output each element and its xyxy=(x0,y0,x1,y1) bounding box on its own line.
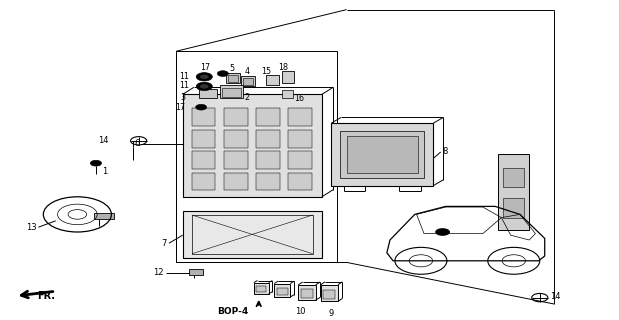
Bar xyxy=(277,288,288,295)
Bar xyxy=(256,108,280,126)
Bar xyxy=(288,130,312,148)
Circle shape xyxy=(196,82,212,91)
Text: 11: 11 xyxy=(179,81,189,90)
Text: 14: 14 xyxy=(98,136,108,145)
Bar xyxy=(340,131,424,178)
Bar xyxy=(183,211,322,258)
Bar xyxy=(228,75,238,82)
Circle shape xyxy=(196,73,212,81)
Text: 5: 5 xyxy=(230,64,235,73)
Bar xyxy=(199,89,217,98)
Bar xyxy=(288,151,312,169)
Text: 8: 8 xyxy=(443,148,448,156)
Text: 10: 10 xyxy=(295,307,305,316)
Bar xyxy=(301,289,313,298)
Bar xyxy=(224,108,248,126)
Text: 16: 16 xyxy=(295,94,305,103)
Bar xyxy=(192,130,215,148)
Text: 17: 17 xyxy=(201,63,210,72)
Circle shape xyxy=(200,75,209,79)
Bar xyxy=(347,136,418,173)
Bar xyxy=(282,71,294,83)
Bar xyxy=(183,94,322,197)
Bar xyxy=(94,213,114,219)
Bar xyxy=(282,90,293,98)
Bar xyxy=(256,173,280,190)
Bar xyxy=(274,284,290,297)
Bar xyxy=(266,75,279,85)
Text: 2: 2 xyxy=(245,93,249,102)
Text: 11: 11 xyxy=(179,72,189,81)
Bar xyxy=(288,108,312,126)
Circle shape xyxy=(200,84,209,89)
Text: 9: 9 xyxy=(329,309,334,318)
Text: 6: 6 xyxy=(134,140,139,148)
Bar xyxy=(503,168,524,187)
Text: 1: 1 xyxy=(102,167,107,176)
Text: 18: 18 xyxy=(279,63,288,72)
Bar xyxy=(256,286,266,292)
Bar xyxy=(192,151,215,169)
Bar xyxy=(256,151,280,169)
Text: 7: 7 xyxy=(162,239,167,248)
Bar xyxy=(189,269,203,275)
Bar xyxy=(192,173,215,190)
Bar xyxy=(254,283,269,294)
Circle shape xyxy=(196,104,207,110)
Text: FR.: FR. xyxy=(37,291,55,301)
Text: 4: 4 xyxy=(245,67,250,76)
Bar xyxy=(321,285,338,301)
Text: 12: 12 xyxy=(154,268,164,277)
Bar xyxy=(224,173,248,190)
Circle shape xyxy=(217,71,228,76)
Bar xyxy=(331,123,433,186)
Bar xyxy=(224,151,248,169)
Bar xyxy=(226,73,240,83)
Bar xyxy=(241,76,255,86)
Text: 13: 13 xyxy=(27,223,37,232)
Bar xyxy=(192,108,215,126)
Bar xyxy=(224,130,248,148)
Text: 17: 17 xyxy=(176,103,186,112)
Text: 15: 15 xyxy=(261,67,271,76)
Bar xyxy=(222,88,241,97)
Bar xyxy=(323,290,335,299)
Bar xyxy=(503,198,524,218)
Bar xyxy=(498,154,529,230)
Circle shape xyxy=(435,228,450,236)
Bar xyxy=(220,85,243,98)
Circle shape xyxy=(90,160,102,166)
Text: 14: 14 xyxy=(550,292,560,301)
Bar xyxy=(243,78,253,85)
Bar xyxy=(288,173,312,190)
Text: BOP-4: BOP-4 xyxy=(217,308,248,316)
Bar xyxy=(192,215,313,254)
Text: 3: 3 xyxy=(181,93,186,102)
Bar xyxy=(256,130,280,148)
Bar xyxy=(176,51,337,262)
Bar xyxy=(298,285,316,300)
